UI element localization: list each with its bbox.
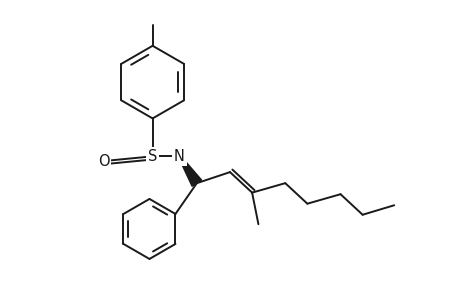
Text: S: S: [148, 149, 157, 164]
Text: O: O: [98, 154, 109, 169]
Text: N: N: [174, 149, 185, 164]
Polygon shape: [178, 156, 201, 186]
